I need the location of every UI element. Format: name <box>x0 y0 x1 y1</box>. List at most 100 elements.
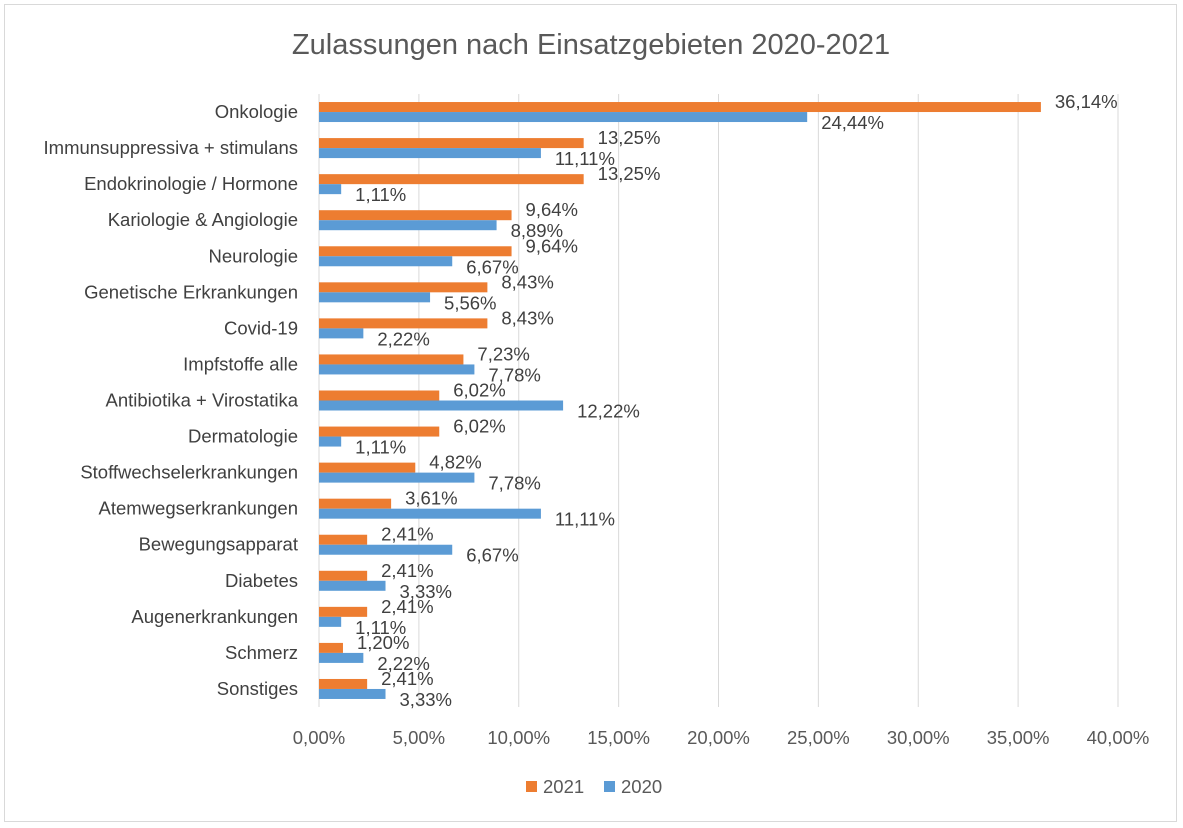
category-label: Endokrinologie / Hormone <box>84 173 298 194</box>
data-label-2021: 6,02% <box>453 380 505 401</box>
bar-2021 <box>319 570 368 581</box>
bar-2021 <box>319 102 1041 113</box>
data-label-2021: 8,43% <box>501 307 553 328</box>
data-label-2020: 8,89% <box>511 220 563 241</box>
data-label-2021: 13,25% <box>598 163 661 184</box>
bar-2021 <box>319 318 488 329</box>
data-label-2021: 4,82% <box>429 452 481 473</box>
bar-2021 <box>319 138 584 149</box>
data-label-2020: 11,11% <box>555 509 615 530</box>
bar-2020 <box>319 688 386 699</box>
data-label-2020: 1,11% <box>355 617 406 638</box>
bar-2020 <box>319 616 342 627</box>
bar-2020 <box>319 472 475 483</box>
data-label-2020: 11,11% <box>555 148 615 169</box>
bar-2020 <box>319 580 386 591</box>
bar-2021 <box>319 210 512 221</box>
bar-2021 <box>319 462 416 473</box>
bar-2020 <box>319 364 475 375</box>
data-label-2020: 6,67% <box>466 256 518 277</box>
bar-2020 <box>319 148 541 159</box>
category-label: Schmerz <box>225 642 298 663</box>
x-tick-label: 15,00% <box>587 727 650 748</box>
chart-area <box>4 4 1177 822</box>
data-label-2021: 1,20% <box>357 632 409 653</box>
bar-2020 <box>319 436 342 447</box>
data-label-2020: 7,78% <box>488 364 540 385</box>
x-tick-label: 0,00% <box>293 727 345 748</box>
category-label: Immunsuppressiva + stimulans <box>44 137 298 158</box>
x-tick-label: 35,00% <box>987 727 1050 748</box>
data-label-2021: 2,41% <box>381 596 433 617</box>
bar-2020 <box>319 328 364 339</box>
category-label: Atemwegserkrankungen <box>99 498 299 519</box>
category-label: Sonstiges <box>217 678 298 699</box>
legend-swatch <box>604 781 615 792</box>
category-label: Kariologie & Angiologie <box>108 209 298 230</box>
bar-2020 <box>319 652 364 663</box>
x-tick-label: 40,00% <box>1087 727 1150 748</box>
category-label: Covid-19 <box>224 317 298 338</box>
bar-2021 <box>319 246 512 257</box>
bar-2021 <box>319 354 464 365</box>
bar-2021 <box>319 606 368 617</box>
bar-2021 <box>319 534 368 545</box>
bar-2020 <box>319 544 453 555</box>
data-label-2021: 6,02% <box>453 416 505 437</box>
category-label: Neurologie <box>209 245 298 266</box>
data-label-2021: 8,43% <box>501 271 553 292</box>
chart-title: Zulassungen nach Einsatzgebieten 2020-20… <box>292 29 890 61</box>
bar-2021 <box>319 390 440 401</box>
data-label-2021: 2,41% <box>381 524 433 545</box>
category-label: Impfstoffe alle <box>183 353 298 374</box>
bar-2020 <box>319 508 541 519</box>
bar-2021 <box>319 426 440 437</box>
bar-2021 <box>319 678 368 689</box>
category-label: Genetische Erkrankungen <box>84 281 298 302</box>
value-axis: 0,00% 5,00% 10,00% 15,00% 20,00% 25,00% 30,00%… <box>293 727 1150 748</box>
data-label-2021: 36,14% <box>1055 91 1118 112</box>
data-label-2021: 9,64% <box>526 199 578 220</box>
bar-2020 <box>319 292 431 303</box>
data-label-2020: 2,22% <box>377 653 429 674</box>
data-label-2020: 7,78% <box>488 473 540 494</box>
bar-2021 <box>319 642 343 653</box>
data-label-2021: 2,41% <box>381 560 433 581</box>
legend-label: 2020 <box>621 776 662 797</box>
data-label-2020: 5,56% <box>444 292 496 313</box>
bar-2020 <box>319 112 808 123</box>
data-label-2021: 2,41% <box>381 668 433 689</box>
bar-2020 <box>319 256 453 267</box>
bar-layer <box>319 102 1041 699</box>
category-axis: Onkologie Immunsuppressiva + stimulans End… <box>44 101 299 699</box>
legend: 2021 2020 <box>526 776 662 797</box>
bar-2020 <box>319 184 342 195</box>
data-label-layer: 36,14%24,44%13,25%11,11%13,25%1,11%9,64%… <box>355 91 1117 710</box>
x-tick-label: 30,00% <box>887 727 950 748</box>
legend-label: 2021 <box>543 776 584 797</box>
data-label-2020: 6,67% <box>466 545 518 566</box>
category-label: Antibiotika + Virostatika <box>106 390 299 411</box>
category-label: Augenerkrankungen <box>131 606 298 627</box>
data-label-2020: 1,11% <box>355 437 406 458</box>
legend-swatch <box>526 781 537 792</box>
data-label-2020: 2,22% <box>377 328 429 349</box>
category-label: Diabetes <box>225 570 298 591</box>
data-label-2021: 9,64% <box>526 235 578 256</box>
bar-2021 <box>319 174 584 185</box>
bar-2021 <box>319 498 392 509</box>
bar-2020 <box>319 400 564 411</box>
data-label-2021: 7,23% <box>477 343 529 364</box>
data-label-2021: 3,61% <box>405 488 457 509</box>
data-label-2020: 24,44% <box>821 112 884 133</box>
x-tick-label: 20,00% <box>687 727 750 748</box>
category-label: Dermatologie <box>188 426 298 447</box>
category-label: Bewegungsapparat <box>139 534 298 555</box>
data-label-2020: 3,33% <box>400 689 452 710</box>
x-tick-label: 25,00% <box>787 727 850 748</box>
bar-2020 <box>319 220 497 231</box>
x-tick-label: 10,00% <box>487 727 550 748</box>
data-label-2020: 3,33% <box>400 581 452 602</box>
category-label: Stoffwechselerkrankungen <box>80 462 298 483</box>
